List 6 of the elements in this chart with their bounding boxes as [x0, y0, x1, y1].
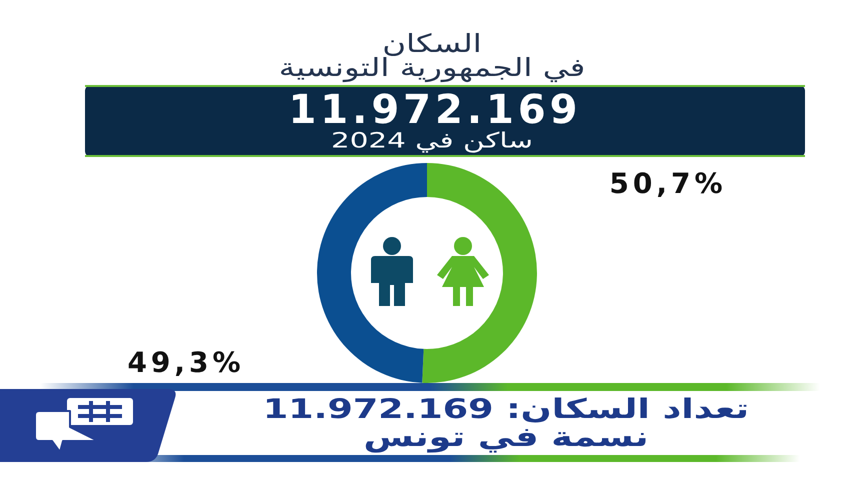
- chart-title: السكان في الجمهورية التونسية: [278, 28, 586, 83]
- data-label: 49,3%: [127, 346, 245, 379]
- donut-slice: [422, 163, 537, 383]
- text: تعداد السكان: 11.972.169 نسمة في تونس: [262, 392, 750, 453]
- data-label: 50,7%: [609, 167, 727, 200]
- donut-slice: [317, 163, 427, 383]
